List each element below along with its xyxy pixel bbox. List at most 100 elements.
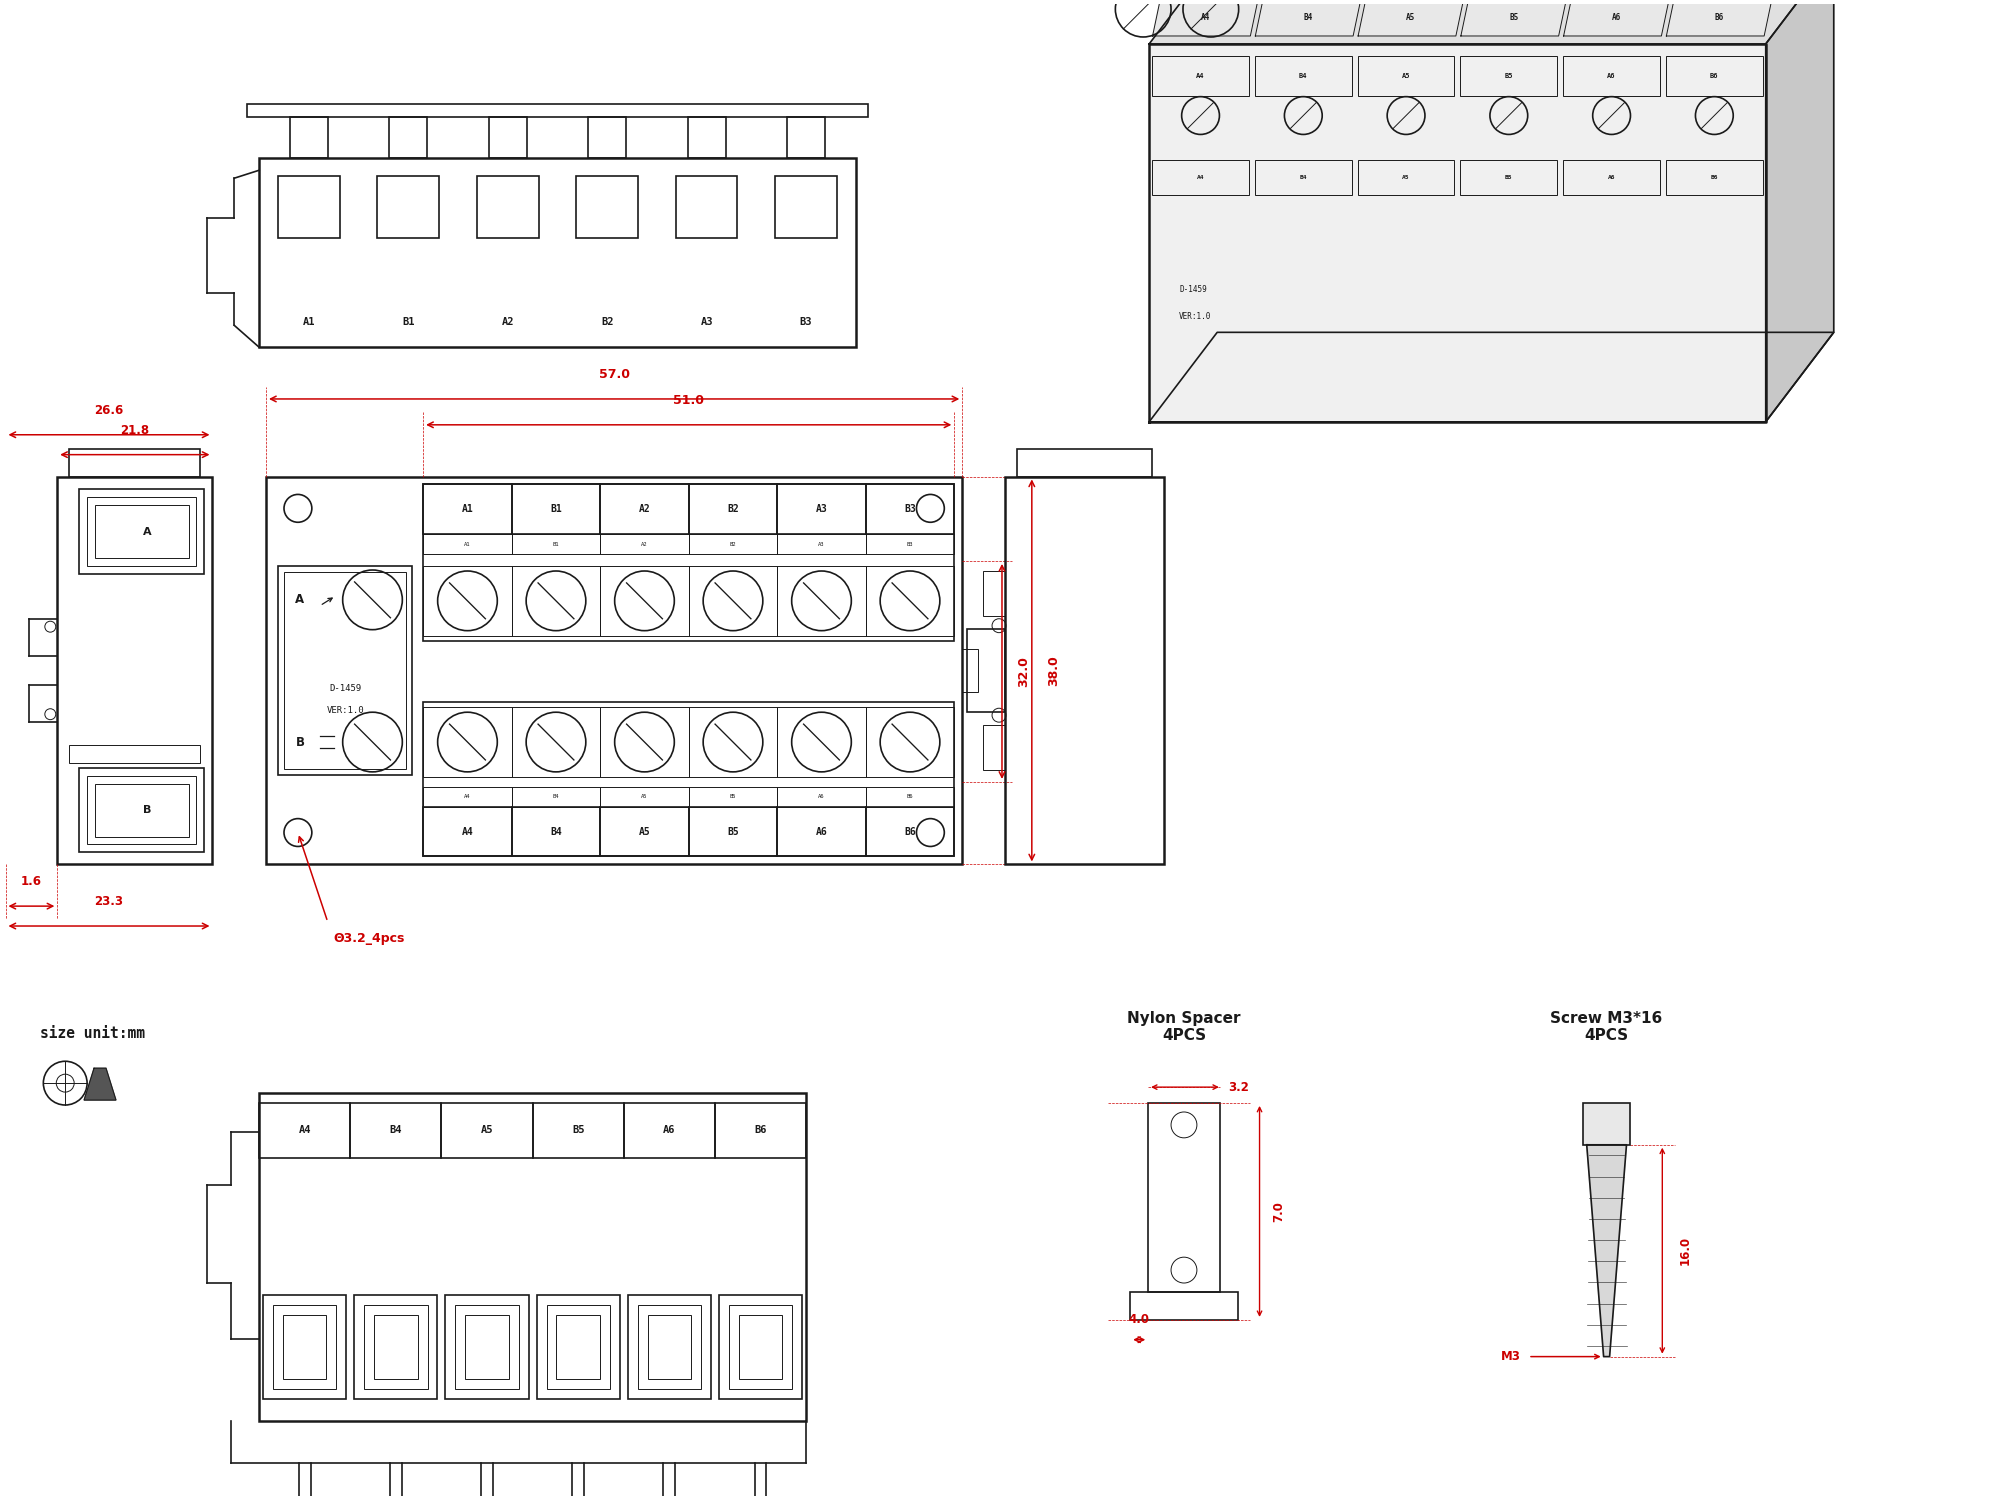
- Bar: [424, 807, 512, 856]
- Bar: [600, 807, 688, 856]
- Text: 16.0: 16.0: [1678, 1236, 1692, 1266]
- Bar: [488, 117, 526, 159]
- Text: A5: A5: [480, 1125, 494, 1136]
- Text: A3: A3: [700, 318, 712, 327]
- Text: 26.6: 26.6: [94, 404, 124, 417]
- Text: A: A: [142, 526, 152, 537]
- Bar: [628, 1294, 710, 1400]
- Bar: [1582, 1102, 1630, 1144]
- Text: 21.8: 21.8: [120, 423, 150, 436]
- Bar: [1254, 160, 1352, 195]
- Text: 38.0: 38.0: [1046, 656, 1060, 686]
- Bar: [476, 176, 538, 238]
- Text: B: B: [142, 806, 150, 814]
- Bar: [512, 534, 600, 554]
- Text: 3.2: 3.2: [1228, 1080, 1248, 1094]
- Bar: [58, 477, 212, 864]
- Bar: [1358, 160, 1454, 195]
- Text: B1: B1: [552, 542, 560, 546]
- Text: A6: A6: [664, 1125, 676, 1136]
- Bar: [532, 1102, 624, 1158]
- Polygon shape: [1150, 44, 1766, 422]
- Bar: [512, 706, 600, 777]
- Bar: [442, 1102, 532, 1158]
- Polygon shape: [1586, 1144, 1626, 1356]
- Bar: [688, 117, 726, 159]
- Text: B4: B4: [550, 827, 562, 837]
- Bar: [600, 566, 688, 636]
- Bar: [588, 117, 626, 159]
- Polygon shape: [1150, 333, 1834, 422]
- Text: B2: B2: [730, 542, 736, 546]
- Text: B4: B4: [390, 1125, 402, 1136]
- Text: B6: B6: [906, 794, 914, 800]
- Bar: [866, 534, 954, 554]
- Bar: [364, 1305, 428, 1389]
- Bar: [1564, 56, 1660, 96]
- Text: A6: A6: [1608, 176, 1616, 180]
- Bar: [266, 477, 962, 864]
- Text: A6: A6: [1608, 74, 1616, 80]
- Text: D-1459: D-1459: [330, 684, 362, 693]
- Polygon shape: [1256, 0, 1362, 36]
- Text: A5: A5: [1402, 176, 1410, 180]
- Bar: [776, 176, 836, 238]
- Text: B1: B1: [402, 318, 414, 327]
- Text: B6: B6: [1714, 12, 1724, 21]
- Text: A2: A2: [638, 504, 650, 515]
- Bar: [378, 176, 440, 238]
- Bar: [88, 498, 196, 566]
- Polygon shape: [1564, 0, 1670, 36]
- Bar: [788, 117, 824, 159]
- Text: A: A: [296, 594, 304, 606]
- Bar: [284, 572, 406, 770]
- Bar: [424, 566, 512, 636]
- Text: B: B: [296, 735, 304, 748]
- Text: size unit:mm: size unit:mm: [40, 1026, 146, 1041]
- Bar: [424, 534, 512, 554]
- Bar: [778, 484, 866, 534]
- Bar: [1130, 1292, 1238, 1320]
- Bar: [260, 159, 856, 348]
- Bar: [676, 176, 738, 238]
- Text: B6: B6: [754, 1125, 766, 1136]
- Bar: [1564, 160, 1660, 195]
- Text: B6: B6: [904, 827, 916, 837]
- Bar: [374, 1316, 418, 1380]
- Text: B1: B1: [550, 504, 562, 515]
- Text: B3: B3: [906, 542, 914, 546]
- Text: B5: B5: [572, 1125, 584, 1136]
- Bar: [688, 706, 778, 777]
- Bar: [688, 566, 778, 636]
- Bar: [778, 706, 866, 777]
- Text: 7.0: 7.0: [1272, 1202, 1286, 1222]
- Text: A4: A4: [1196, 74, 1204, 80]
- Text: 4.0: 4.0: [1128, 1312, 1150, 1326]
- Text: A1: A1: [462, 504, 474, 515]
- Bar: [968, 628, 1004, 712]
- Polygon shape: [1460, 0, 1566, 36]
- Text: B5: B5: [1506, 176, 1512, 180]
- Bar: [536, 1294, 620, 1400]
- Text: A5: A5: [1406, 12, 1416, 21]
- Bar: [248, 104, 868, 117]
- Bar: [466, 1316, 508, 1380]
- Bar: [512, 566, 600, 636]
- Text: A2: A2: [642, 542, 648, 546]
- Bar: [866, 807, 954, 856]
- Bar: [718, 1294, 802, 1400]
- Text: 32.0: 32.0: [1016, 656, 1030, 687]
- Bar: [512, 788, 600, 807]
- Text: B4: B4: [1300, 74, 1308, 80]
- Bar: [866, 484, 954, 534]
- Bar: [778, 566, 866, 636]
- Text: A4: A4: [1196, 176, 1204, 180]
- Text: M3: M3: [1502, 1350, 1522, 1364]
- Bar: [424, 484, 512, 534]
- Bar: [624, 1102, 714, 1158]
- Bar: [512, 807, 600, 856]
- Bar: [80, 489, 204, 574]
- Bar: [866, 566, 954, 636]
- Polygon shape: [1666, 0, 1772, 36]
- Text: A4: A4: [298, 1125, 310, 1136]
